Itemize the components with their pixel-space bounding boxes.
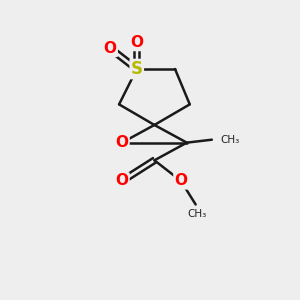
Text: O: O bbox=[116, 173, 128, 188]
Text: S: S bbox=[131, 60, 143, 78]
Text: O: O bbox=[116, 135, 128, 150]
Text: CH₃: CH₃ bbox=[220, 135, 239, 145]
Text: CH₃: CH₃ bbox=[188, 209, 207, 219]
Text: O: O bbox=[104, 41, 117, 56]
Text: O: O bbox=[174, 173, 188, 188]
Text: O: O bbox=[130, 35, 143, 50]
